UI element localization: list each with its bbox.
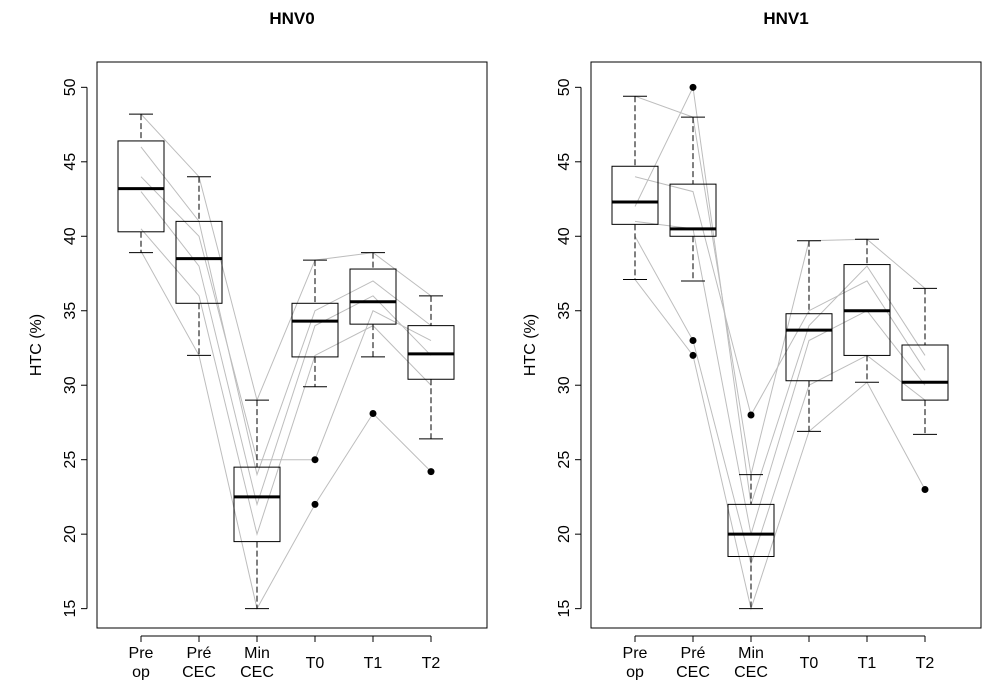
y-tick-label: 25	[62, 451, 79, 469]
outlier	[689, 83, 697, 91]
y-tick-label: 40	[62, 227, 79, 245]
x-tick-label: Pre op	[129, 645, 154, 680]
y-tick-label: 30	[556, 376, 573, 394]
outlier	[311, 456, 319, 464]
y-tick-label: 30	[62, 376, 79, 394]
box	[727, 503, 775, 558]
y-tick-label: 50	[556, 78, 573, 96]
chart-title: HNV1	[763, 9, 808, 28]
individual-line	[634, 95, 926, 475]
x-tick-label: T2	[916, 655, 935, 672]
individual-line	[140, 146, 432, 477]
y-tick-label: 20	[556, 525, 573, 543]
y-tick-label: 45	[62, 153, 79, 171]
x-tick-label: Min CEC	[240, 645, 274, 680]
box	[901, 344, 949, 401]
y-tick-label: 35	[62, 302, 79, 320]
x-tick-label: T1	[364, 655, 383, 672]
individual-line	[140, 113, 432, 402]
plot-frame	[590, 61, 982, 629]
outlier	[427, 468, 435, 476]
y-tick-label: 45	[556, 153, 573, 171]
y-tick-label: 15	[62, 600, 79, 618]
x-tick-label: T0	[306, 655, 325, 672]
individual-line	[140, 228, 432, 536]
x-tick-label: Min CEC	[734, 645, 768, 680]
individual-line	[140, 250, 432, 611]
outlier	[689, 337, 697, 345]
outlier	[369, 410, 377, 418]
individual-line	[634, 220, 926, 535]
y-tick-label: 40	[556, 227, 573, 245]
x-tick-label: T0	[800, 655, 819, 672]
x-tick-label: Pré CEC	[676, 645, 710, 680]
individual-line	[634, 176, 926, 417]
box	[349, 268, 397, 325]
box	[669, 183, 717, 237]
individual-line	[140, 176, 432, 461]
x-tick-label: Pré CEC	[182, 645, 216, 680]
box	[233, 466, 281, 543]
outlier	[689, 351, 697, 359]
chart-title: HNV0	[269, 9, 314, 28]
y-axis-label: HTC (%)	[28, 314, 45, 376]
individual-line	[634, 279, 926, 611]
outlier	[921, 485, 929, 493]
box	[291, 302, 339, 358]
plot-frame	[96, 61, 488, 629]
box	[611, 165, 659, 225]
y-tick-label: 15	[556, 600, 573, 618]
outlier	[311, 500, 319, 508]
x-tick-label: Pre op	[623, 645, 648, 680]
outlier	[747, 411, 755, 419]
box	[117, 140, 165, 233]
y-tick-label: 50	[62, 78, 79, 96]
box	[175, 220, 223, 304]
individual-line	[634, 85, 926, 505]
y-axis-label: HTC (%)	[522, 314, 539, 376]
y-tick-label: 25	[556, 451, 573, 469]
box	[785, 313, 833, 382]
individual-line	[140, 191, 432, 507]
y-tick-label: 20	[62, 525, 79, 543]
x-tick-label: T1	[858, 655, 877, 672]
x-tick-label: T2	[422, 655, 441, 672]
individual-line	[634, 236, 926, 566]
y-tick-label: 35	[556, 302, 573, 320]
